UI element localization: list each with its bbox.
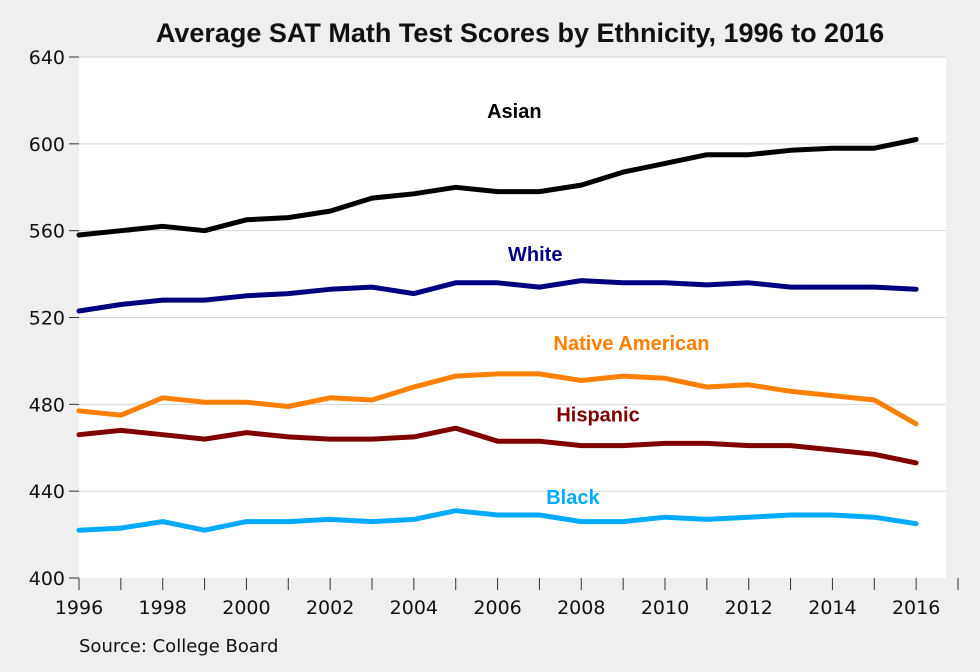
x-axis: 1996 1998 2000 2002 2004 2006 2008 2010 2012 2014… <box>55 578 959 619</box>
x-tick-label: 2006 <box>473 597 521 619</box>
y-tick-label: 440 <box>29 481 65 503</box>
x-tick-label: 2012 <box>725 597 773 619</box>
y-tick-label: 520 <box>29 308 65 330</box>
x-tick-label: 2000 <box>222 597 270 619</box>
x-tick-label: 2008 <box>557 597 605 619</box>
series-labels: Asian White Native American Hispanic Black <box>487 101 709 509</box>
series-label-black: Black <box>546 487 600 509</box>
series-label-white: White <box>508 244 562 266</box>
series-line-black <box>76 508 919 533</box>
x-tick-label: 1996 <box>55 597 103 619</box>
series-label-native-american: Native American <box>554 333 710 355</box>
y-tick-label: 600 <box>29 134 65 156</box>
x-tick-label: 2014 <box>808 597 856 619</box>
series-lines <box>76 137 919 533</box>
series-line-native-american <box>76 371 919 427</box>
y-tick-label: 560 <box>29 221 65 243</box>
x-tick-label: 2016 <box>892 597 940 619</box>
series-label-hispanic: Hispanic <box>556 405 639 427</box>
x-tick-label: 2002 <box>306 597 354 619</box>
y-tick-label: 400 <box>29 568 65 590</box>
y-axis: 400 440 480 520 560 600 640 <box>29 47 79 590</box>
x-tick-label: 2004 <box>390 597 438 619</box>
gridlines <box>79 56 946 492</box>
series-line-asian <box>76 137 919 238</box>
series-label-asian: Asian <box>487 101 541 123</box>
source-note: Source: College Board <box>79 636 278 657</box>
series-line-hispanic <box>76 425 919 466</box>
y-tick-label: 640 <box>29 47 65 69</box>
x-tick-label: 1998 <box>139 597 187 619</box>
chart-title: Average SAT Math Test Scores by Ethnicit… <box>156 18 884 48</box>
series-line-white <box>76 278 919 314</box>
x-tick-label: 2010 <box>641 597 689 619</box>
y-tick-label: 480 <box>29 394 65 416</box>
